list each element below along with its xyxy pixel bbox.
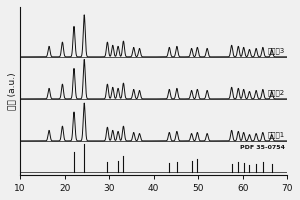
- Text: 实施例1: 实施例1: [268, 131, 285, 138]
- Text: PDF 35-0754: PDF 35-0754: [240, 145, 285, 150]
- Text: 实施例2: 实施例2: [268, 89, 285, 96]
- Text: 实施例3: 实施例3: [268, 47, 285, 54]
- Y-axis label: 强度 (a.u.): 强度 (a.u.): [7, 72, 16, 110]
